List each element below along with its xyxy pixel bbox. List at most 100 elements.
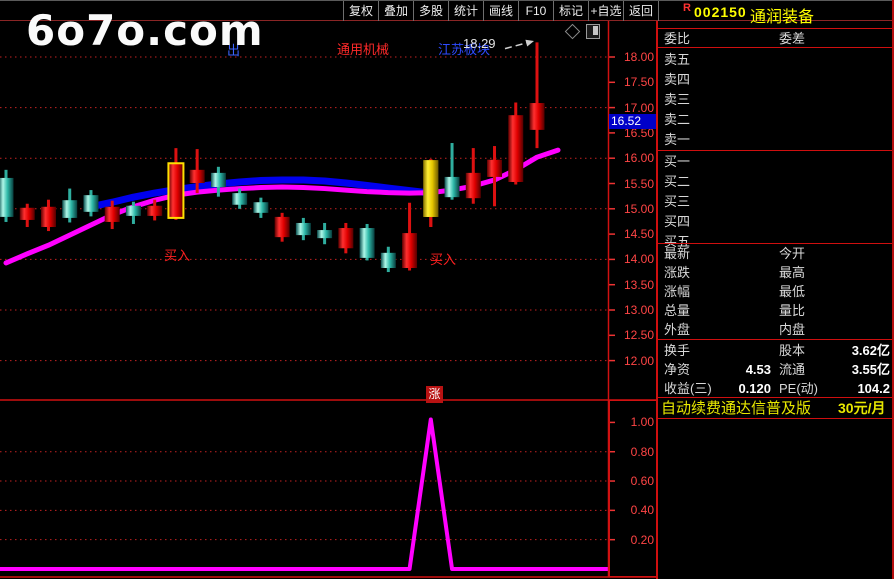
current-price-box: 16.52 xyxy=(609,114,656,129)
panel-text: PE(动) xyxy=(779,381,819,396)
stock-code: 002150 xyxy=(694,4,747,20)
panel-text: 最新 xyxy=(664,246,691,261)
weicha-label: 委差 xyxy=(779,31,806,46)
gridlines xyxy=(0,56,615,541)
price-axis-label: 17.00 xyxy=(623,100,654,115)
sell-row-3: 卖三 xyxy=(658,90,892,110)
price-axis-label: 12.00 xyxy=(623,353,654,368)
buy-row-2: 买二 xyxy=(658,172,892,192)
price-axis-label: 18.00 xyxy=(623,50,654,64)
sector-label: 江苏板块 xyxy=(438,42,491,57)
quote-row: 最新 今开 xyxy=(658,244,892,263)
panel-text: 最高 xyxy=(779,265,806,280)
toolbar-button-标记[interactable]: 标记 xyxy=(553,1,588,21)
sell-row-5: 卖五 xyxy=(658,50,892,70)
panel-text: 3.62亿 xyxy=(851,343,890,358)
price-axis-label: 14.50 xyxy=(623,227,654,242)
panel-text: 买二 xyxy=(664,174,691,189)
sub-axis-label: 1.00 xyxy=(630,415,654,430)
ad-price: 30元/月 xyxy=(838,400,886,416)
panel-text: 买三 xyxy=(664,194,691,209)
chart-borders xyxy=(0,21,658,578)
toolbar-button-画线[interactable]: 画线 xyxy=(483,1,518,21)
panel-text: 104.2 xyxy=(857,381,890,396)
toolbar-button-叠加[interactable]: 叠加 xyxy=(378,1,413,21)
panel-text: 收益(三) xyxy=(664,381,712,396)
panel-text: 卖四 xyxy=(664,72,691,87)
panel-text: 3.55亿 xyxy=(851,362,890,377)
high-price-label: 18.29 xyxy=(463,36,496,51)
top-toolbar: 复权 叠加 多股 统计 画线 F10 标记 +自选 返回 R 002150 通润装备 xyxy=(0,0,892,26)
buy-row-3: 买三 xyxy=(658,192,892,212)
buy-row-5: 买五 xyxy=(658,232,892,252)
panel-text: 卖一 xyxy=(664,132,691,147)
sub-axis-label: 0.60 xyxy=(630,474,654,489)
sub-axis-label: 0.40 xyxy=(630,503,654,518)
r-flag: R xyxy=(683,2,691,14)
financial-row: 净资 4.53 流通 3.55亿 xyxy=(658,360,892,379)
buy-signal-label-2: 买入 xyxy=(430,252,457,267)
panel-divider xyxy=(658,339,892,340)
buy-signal-label-1: 买入 xyxy=(164,248,191,263)
price-axis-label: 12.50 xyxy=(623,328,654,343)
panel-text: 净资 xyxy=(664,362,691,377)
panel-text: 量比 xyxy=(779,303,806,318)
panel-text: 涨跌 xyxy=(664,265,691,280)
price-axis-label: 14.00 xyxy=(623,252,654,267)
industry-label: 通用机械 xyxy=(337,42,390,57)
sub-axis-label: 0.20 xyxy=(630,532,654,547)
buy-row-1: 买一 xyxy=(658,152,892,172)
ad-bar[interactable]: 自动续费通达信普及版 30元/月 xyxy=(658,397,892,419)
panel-text: 外盘 xyxy=(664,322,691,337)
rise-badge: 涨 xyxy=(426,386,443,403)
high-arrow xyxy=(504,39,534,50)
financial-row: 收益(三) 0.120 PE(动) 104.2 xyxy=(658,379,892,398)
panel-text: 4.53 xyxy=(745,362,771,377)
toolbar-button-复权[interactable]: 复权 xyxy=(343,1,378,21)
panel-text: 最低 xyxy=(779,284,806,299)
price-axis-label: 16.00 xyxy=(623,151,654,166)
panel-text: 今开 xyxy=(779,246,806,261)
panel-text: 换手 xyxy=(664,343,691,358)
ad-text: 自动续费通达信普及版 xyxy=(661,400,812,417)
quote-row: 外盘 内盘 xyxy=(658,320,892,339)
sell-row-4: 卖四 xyxy=(658,70,892,90)
panel-text: 买四 xyxy=(664,214,691,229)
candlestick-chart[interactable] xyxy=(0,0,658,579)
watermark: 6o7o.com xyxy=(26,6,264,55)
toolbar-button-返回[interactable]: 返回 xyxy=(623,1,659,21)
exit-signal-label: 出 xyxy=(227,43,241,58)
sub-axis-label: 0.80 xyxy=(630,444,654,459)
sub-indicator-line xyxy=(0,417,608,571)
sell-row-2: 卖二 xyxy=(658,110,892,130)
price-axis-label: 15.00 xyxy=(623,201,654,216)
toolbar-button-F10[interactable]: F10 xyxy=(518,1,553,21)
price-axis-label: 13.00 xyxy=(623,303,654,317)
toolbar-button-统计[interactable]: 统计 xyxy=(448,1,483,21)
panel-text: 卖五 xyxy=(664,52,691,67)
panel-text: 买五 xyxy=(664,234,691,249)
panel-text: 内盘 xyxy=(779,322,806,337)
panel-text: 流通 xyxy=(779,362,806,377)
panel-text: 涨幅 xyxy=(664,284,691,299)
sell-row-1: 卖一 xyxy=(658,130,892,150)
toolbar-button-多股[interactable]: 多股 xyxy=(413,1,448,21)
price-axis-label: 15.50 xyxy=(623,176,654,191)
panel-text: 股本 xyxy=(779,343,806,358)
panel-toggle-icon[interactable] xyxy=(586,24,600,39)
panel-text: 0.120 xyxy=(738,381,771,396)
toolbar-buttons: 复权 叠加 多股 统计 画线 F10 标记 +自选 返回 xyxy=(343,1,659,21)
bid-header-row: 委比 委差 xyxy=(658,28,892,48)
quote-row: 总量 量比 xyxy=(658,301,892,320)
toolbar-button-+自选[interactable]: +自选 xyxy=(588,1,623,21)
panel-text: 卖三 xyxy=(664,92,691,107)
panel-divider xyxy=(658,150,892,151)
financial-row: 换手 股本 3.62亿 xyxy=(658,341,892,360)
buy-row-4: 买四 xyxy=(658,212,892,232)
candles xyxy=(0,42,545,273)
quote-row: 涨幅 最低 xyxy=(658,282,892,301)
price-axis-label: 13.50 xyxy=(623,277,654,292)
quote-panel: 委比 委差 卖五卖四卖三卖二卖一买一买二买三买四买五 最新 今开涨跌 最高涨幅 最低总量… xyxy=(656,21,892,579)
panel-text: 买一 xyxy=(664,154,691,169)
